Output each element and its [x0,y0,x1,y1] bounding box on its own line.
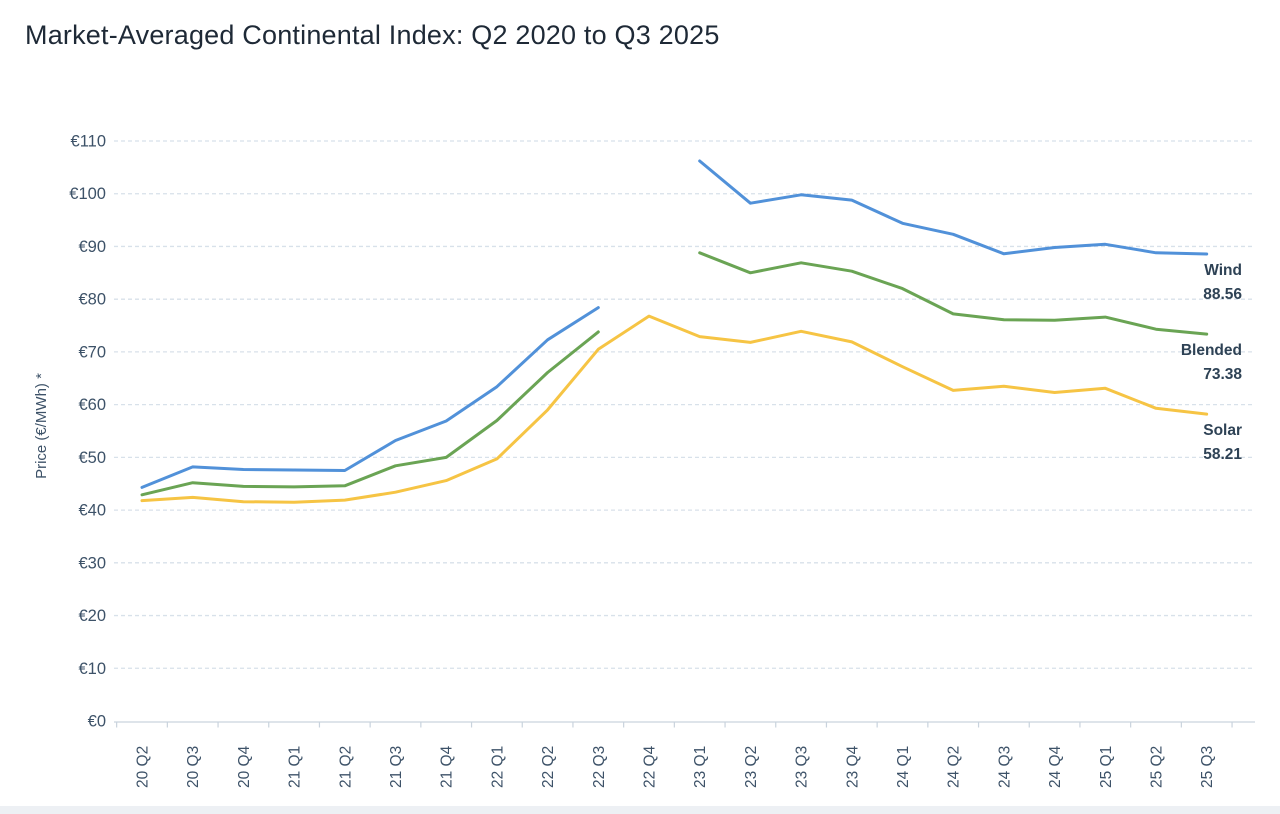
chart-title: Market-Averaged Continental Index: Q2 20… [25,20,720,50]
x-tick-label: 21 Q1 [287,746,304,788]
y-tick-label: €80 [78,291,106,309]
y-tick-label: €10 [78,660,106,678]
x-tick-label: 22 Q2 [540,746,557,788]
x-tick-label: 20 Q3 [185,746,202,788]
y-tick-label: €70 [78,343,106,361]
x-tick-label: 24 Q3 [996,746,1013,788]
y-tick-label: €50 [78,449,106,467]
series-line-wind [140,159,1209,489]
x-tick-label: 25 Q3 [1199,746,1216,788]
x-tick-label: 25 Q1 [1098,746,1115,788]
x-tick-label: 25 Q2 [1149,746,1166,788]
x-tick-label: 23 Q2 [743,746,760,788]
bottom-divider-bar [0,806,1280,814]
y-tick-label: €60 [78,396,106,414]
x-tick-label: 23 Q1 [692,746,709,788]
x-tick-label: 20 Q2 [135,746,152,788]
y-tick-label: €20 [78,607,106,625]
x-tick-label: 20 Q4 [236,745,253,788]
x-tick-label: 21 Q2 [337,746,354,788]
series-line-blended [140,251,1209,497]
series-end-label-solar: Solar [1203,422,1242,439]
series-end-value-solar: 58.21 [1203,446,1242,463]
y-tick-label: €30 [78,554,106,572]
y-tick-label: €110 [71,133,106,151]
series-line-solar [140,314,1209,504]
x-tick-label: 21 Q4 [439,745,456,788]
y-tick-label: €0 [88,713,106,731]
x-tick-label: 23 Q4 [844,745,861,788]
x-tick-label: 24 Q1 [895,746,912,788]
y-tick-label: €100 [69,185,106,203]
y-tick-label: €40 [78,502,106,520]
x-tick-label: 22 Q3 [591,746,608,788]
x-tick-label: 24 Q4 [1047,745,1064,788]
series-end-value-blended: 73.38 [1203,366,1242,383]
series-end-label-blended: Blended [1181,342,1242,359]
series-end-label-wind: Wind [1204,262,1242,279]
x-tick-label: 21 Q3 [388,746,405,788]
series-end-value-wind: 88.56 [1203,286,1242,303]
x-tick-label: 22 Q1 [489,746,506,788]
x-tick-label: 24 Q2 [946,746,963,788]
y-axis-title: Price (€/MWh) * [33,373,50,479]
x-tick-label: 23 Q3 [794,746,811,788]
y-tick-label: €90 [78,238,106,256]
x-tick-label: 22 Q4 [642,745,659,788]
